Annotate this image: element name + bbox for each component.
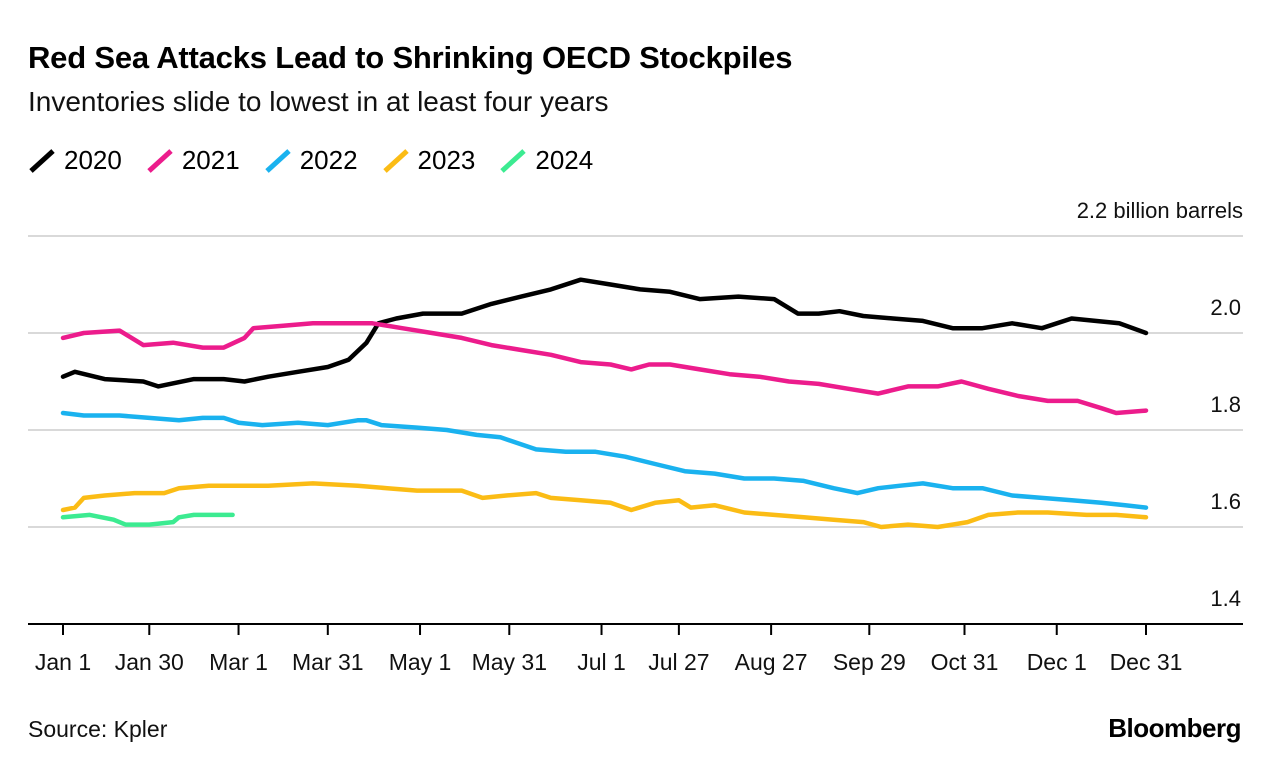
legend-item-2024: 2024 (499, 145, 593, 176)
y-tick-label: 2.0 (1210, 295, 1241, 320)
legend-swatch-2022 (265, 148, 291, 173)
x-tick-label: Dec 31 (1110, 649, 1183, 675)
y-tick-label: 1.6 (1210, 489, 1241, 514)
y-tick-label: 1.4 (1210, 586, 1241, 611)
x-tick-label: Jan 1 (35, 649, 91, 675)
legend-label-2023: 2023 (417, 145, 476, 175)
chart-title: Red Sea Attacks Lead to Shrinking OECD S… (28, 40, 793, 75)
series-line-2024 (60, 512, 235, 527)
bloomberg-logo: Bloomberg (1108, 713, 1241, 743)
legend-swatch-2024 (500, 148, 527, 173)
x-tick-label: Mar 1 (209, 649, 268, 675)
legend-label-2022: 2022 (299, 145, 358, 175)
legend-swatch-2020 (29, 148, 55, 173)
x-tick-label: Aug 27 (735, 649, 808, 675)
legend-swatch-2023 (382, 148, 409, 173)
x-tick-label: Mar 31 (292, 649, 364, 675)
x-tick-label: Sep 29 (833, 649, 906, 675)
series-line-2021 (60, 321, 1149, 416)
legend-swatch-2021 (147, 148, 173, 173)
chart-subtitle: Inventories slide to lowest in at least … (28, 86, 609, 117)
x-tick-label: Oct 31 (931, 649, 999, 675)
legend-item-2022: 2022 (264, 145, 358, 176)
series-line-2022 (60, 410, 1149, 510)
y-tick-label: 1.8 (1210, 392, 1241, 417)
legend-item-2020: 2020 (28, 145, 122, 176)
x-tick-label: Jul 1 (577, 649, 626, 675)
x-tick-label: May 31 (472, 649, 547, 675)
legend-item-2021: 2021 (146, 145, 240, 176)
x-tick-label: May 1 (389, 649, 452, 675)
y-axis-unit-label: 2.2 billion barrels (1077, 198, 1243, 223)
series-line-2020 (60, 277, 1149, 389)
source-note: Source: Kpler (28, 716, 168, 742)
x-tick-label: Jul 27 (648, 649, 709, 675)
series-line-2023 (60, 481, 1149, 530)
x-tick-label: Jan 30 (115, 649, 184, 675)
legend-item-2023: 2023 (382, 145, 476, 176)
legend-label-2021: 2021 (181, 145, 240, 175)
legend-label-2020: 2020 (64, 145, 122, 175)
x-tick-label: Dec 1 (1027, 649, 1087, 675)
legend: 2020 2021 2022 2023 2024 (28, 145, 617, 176)
legend-label-2024: 2024 (535, 145, 594, 175)
